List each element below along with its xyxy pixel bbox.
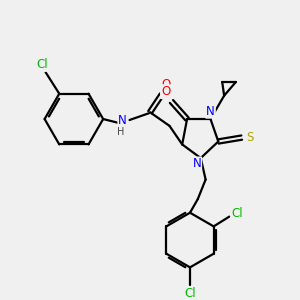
Text: N: N bbox=[206, 105, 215, 118]
Text: Cl: Cl bbox=[231, 207, 243, 220]
Text: Cl: Cl bbox=[184, 287, 196, 300]
Text: S: S bbox=[246, 131, 253, 144]
Text: O: O bbox=[161, 85, 170, 98]
Text: N: N bbox=[118, 113, 127, 127]
Text: N: N bbox=[193, 158, 201, 170]
Text: H: H bbox=[117, 127, 124, 137]
Text: Cl: Cl bbox=[37, 58, 49, 71]
Text: O: O bbox=[161, 78, 170, 92]
